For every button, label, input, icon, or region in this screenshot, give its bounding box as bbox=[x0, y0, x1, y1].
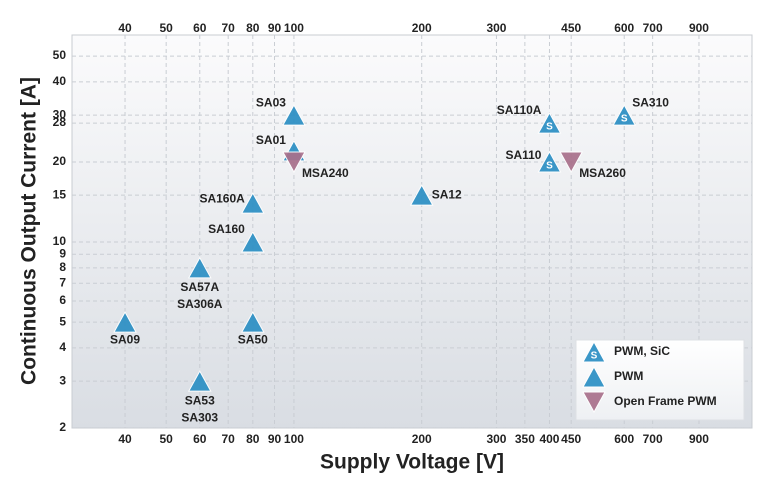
y-tick-label: 40 bbox=[53, 74, 67, 88]
x-tick-label-top: 900 bbox=[689, 21, 709, 35]
y-tick-label: 8 bbox=[59, 260, 66, 274]
x-tick-label-top: 60 bbox=[193, 21, 207, 35]
legend-label: PWM, SiC bbox=[614, 344, 670, 358]
point-label: SA01 bbox=[256, 133, 286, 147]
point-label: SA110A bbox=[497, 103, 542, 117]
point-label: SA110 bbox=[505, 148, 541, 162]
x-tick-label-top: 450 bbox=[561, 21, 581, 35]
point-label: SA160 bbox=[208, 222, 245, 236]
x-tick-label: 350 bbox=[515, 432, 535, 446]
x-tick-label: 50 bbox=[159, 432, 173, 446]
y-tick-label: 5 bbox=[59, 314, 66, 328]
x-tick-label: 400 bbox=[539, 432, 559, 446]
y-tick-label: 28 bbox=[53, 115, 67, 129]
x-tick-label: 90 bbox=[268, 432, 282, 446]
legend-label: PWM bbox=[614, 369, 643, 383]
point-label: SA03 bbox=[256, 95, 286, 109]
marker bbox=[282, 151, 306, 173]
point-label: MSA260 bbox=[579, 166, 626, 180]
x-tick-label-top: 70 bbox=[222, 21, 236, 35]
y-tick-label: 3 bbox=[59, 373, 66, 387]
point-label: SA310 bbox=[632, 95, 669, 109]
marker bbox=[559, 151, 584, 173]
point-label: SA12 bbox=[432, 187, 462, 201]
x-tick-label-top: 600 bbox=[614, 21, 634, 35]
legend-marker bbox=[582, 365, 606, 388]
y-tick-label: 50 bbox=[53, 48, 67, 62]
marker bbox=[113, 311, 137, 333]
x-tick-label: 900 bbox=[689, 432, 709, 446]
marker-symbol: S bbox=[621, 114, 628, 125]
y-tick-label: 20 bbox=[53, 154, 67, 168]
point-label: SA306A bbox=[177, 297, 223, 311]
y-tick-label: 6 bbox=[59, 293, 66, 307]
x-tick-label: 600 bbox=[614, 432, 634, 446]
point-label: SA160A bbox=[199, 191, 245, 205]
x-tick-label: 70 bbox=[222, 432, 236, 446]
point-label: SA09 bbox=[110, 332, 140, 346]
x-tick-label: 450 bbox=[561, 432, 581, 446]
point-label: SA57A bbox=[180, 280, 219, 294]
marker bbox=[282, 104, 306, 126]
x-tick-label-top: 700 bbox=[643, 21, 663, 35]
legend-marker bbox=[582, 391, 606, 414]
y-tick-label: 30 bbox=[53, 107, 67, 121]
y-axis-title: Continuous Output Current [A] bbox=[18, 77, 41, 385]
y-tick-label: 4 bbox=[59, 340, 66, 354]
marker bbox=[240, 230, 265, 253]
x-tick-label: 100 bbox=[284, 432, 304, 446]
y-tick-label: 9 bbox=[59, 246, 66, 260]
marker-symbol: S bbox=[546, 122, 553, 133]
marker bbox=[187, 256, 212, 279]
x-tick-label-top: 80 bbox=[246, 21, 260, 35]
x-tick-label-top: 50 bbox=[159, 21, 173, 35]
point-label: MSA240 bbox=[302, 166, 349, 180]
legend bbox=[575, 339, 745, 421]
x-tick-label: 80 bbox=[246, 432, 260, 446]
y-tick-label: 10 bbox=[53, 234, 67, 248]
point-label: SA303 bbox=[181, 410, 218, 424]
marker-symbol: S bbox=[546, 161, 553, 172]
x-tick-label: 300 bbox=[486, 432, 506, 446]
marker bbox=[240, 192, 265, 214]
x-tick-label: 40 bbox=[118, 432, 132, 446]
marker bbox=[537, 112, 562, 134]
x-tick-label-top: 200 bbox=[412, 21, 432, 35]
marker bbox=[187, 370, 212, 392]
x-tick-label: 700 bbox=[643, 432, 663, 446]
legend-label: Open Frame PWM bbox=[614, 394, 717, 408]
marker bbox=[537, 150, 562, 173]
point-label: SA53 bbox=[185, 393, 215, 407]
x-tick-label: 200 bbox=[412, 432, 432, 446]
y-tick-label: 15 bbox=[53, 187, 67, 201]
x-tick-label: 60 bbox=[193, 432, 207, 446]
marker bbox=[612, 104, 637, 126]
y-tick-label: 2 bbox=[59, 420, 66, 434]
x-tick-label-top: 300 bbox=[486, 21, 506, 35]
marker bbox=[240, 311, 265, 333]
point-label: SA50 bbox=[238, 332, 268, 346]
x-tick-label-top: 100 bbox=[284, 21, 304, 35]
x-tick-label-top: 90 bbox=[268, 21, 282, 35]
x-tick-label-top: 40 bbox=[118, 21, 132, 35]
marker bbox=[409, 184, 434, 206]
legend-marker bbox=[582, 340, 606, 363]
y-tick-label: 7 bbox=[59, 275, 66, 289]
x-axis-title: Supply Voltage [V] bbox=[320, 451, 504, 474]
marker-symbol: S bbox=[591, 351, 598, 362]
